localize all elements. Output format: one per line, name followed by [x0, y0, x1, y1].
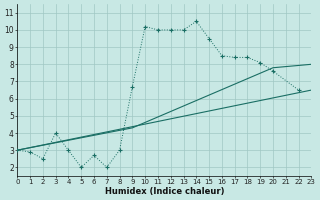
- X-axis label: Humidex (Indice chaleur): Humidex (Indice chaleur): [105, 187, 224, 196]
